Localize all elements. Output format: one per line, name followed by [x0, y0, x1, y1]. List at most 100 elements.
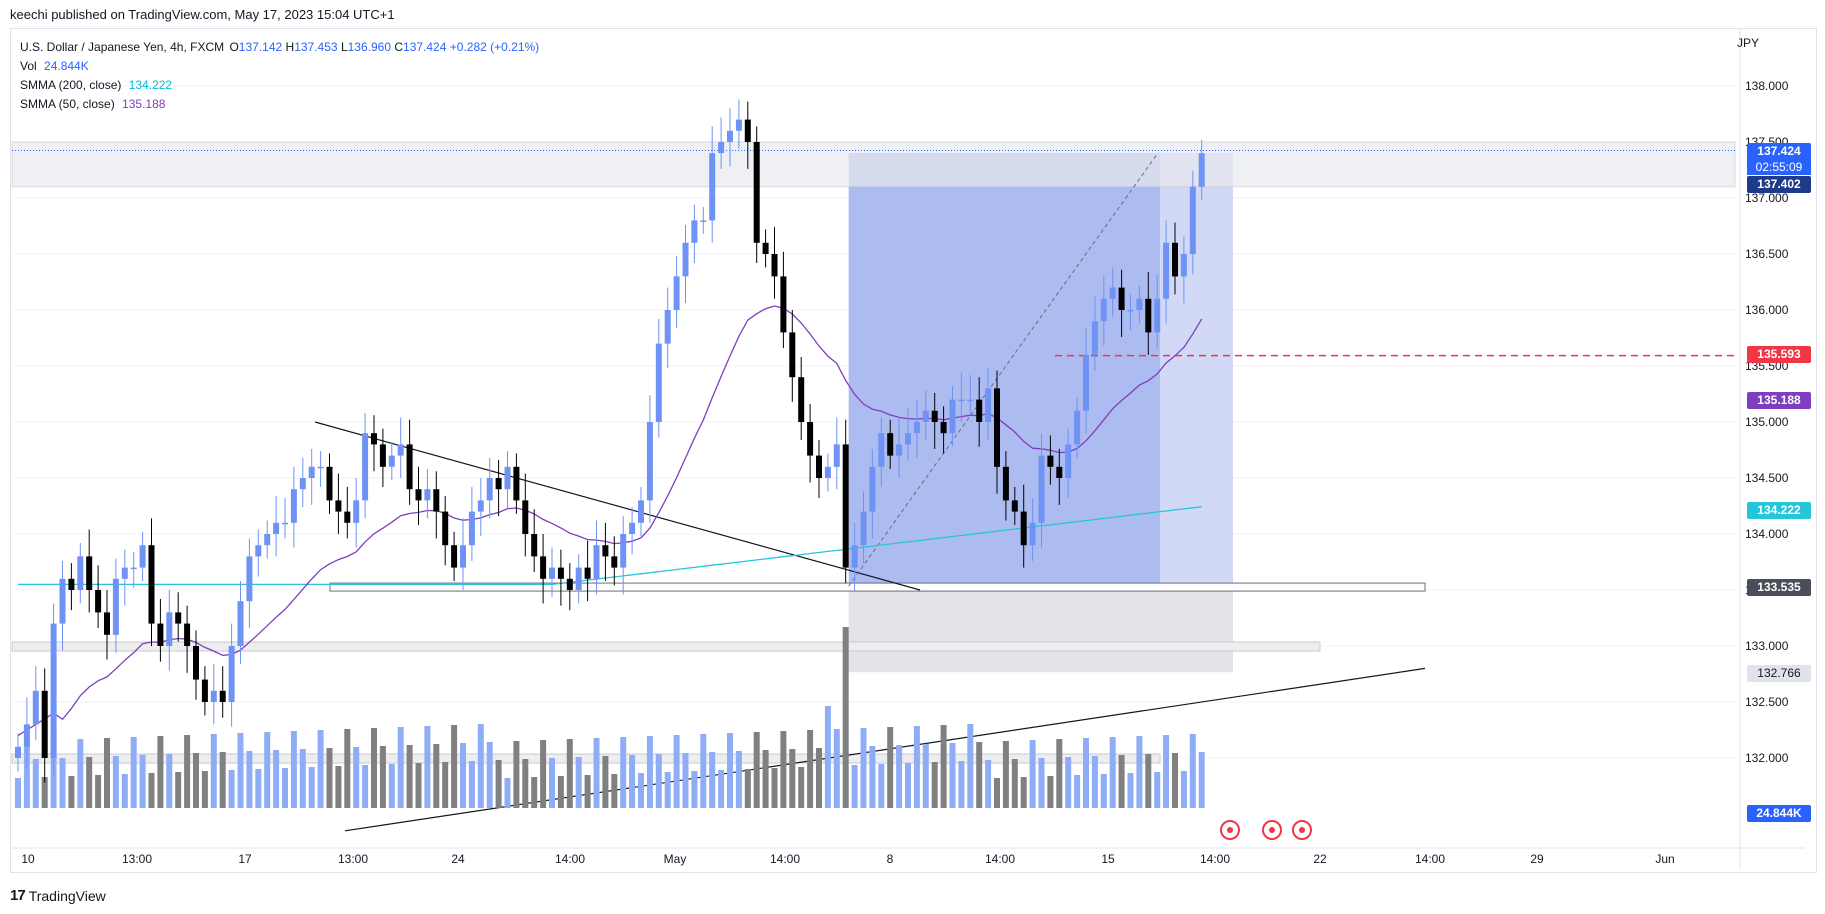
- volume-bar: [1074, 775, 1081, 808]
- candle-body: [362, 433, 369, 501]
- candle-body: [807, 422, 814, 456]
- candle-body: [139, 545, 146, 568]
- candle-body: [1074, 410, 1081, 445]
- volume-bar: [718, 770, 725, 808]
- target-price-tag: 137.402: [1747, 176, 1811, 193]
- candle-body: [1047, 455, 1054, 467]
- volume-bar: [575, 757, 582, 808]
- volume-bar: [1118, 755, 1125, 808]
- candle-body: [1038, 455, 1045, 523]
- candle-body: [246, 556, 253, 602]
- candle-body: [744, 119, 751, 142]
- currency-label: JPY: [1736, 36, 1759, 50]
- legend-smma50-row[interactable]: SMMA (50, close) 135.188: [20, 95, 165, 114]
- volume-bar: [486, 742, 493, 808]
- entry-level-tag: 133.535: [1747, 579, 1811, 596]
- candle-body: [994, 388, 1000, 467]
- candle-body: [59, 578, 66, 624]
- volume-bar: [744, 769, 751, 808]
- volume-bar: [922, 744, 929, 808]
- candle-body: [718, 142, 725, 154]
- lower-support-box: [11, 641, 1321, 652]
- candle-body: [789, 332, 796, 378]
- candle-body: [451, 545, 458, 568]
- candle-body: [121, 567, 128, 579]
- volume-bar: [451, 725, 458, 808]
- candle-body: [824, 466, 831, 478]
- price-tick-label: 138.000: [1745, 79, 1789, 93]
- chart-frame[interactable]: [10, 28, 1817, 873]
- last-price-tag: 137.424: [1747, 143, 1811, 160]
- candle-body: [1127, 310, 1134, 312]
- volume-bar: [887, 727, 894, 808]
- volume-bar: [949, 743, 956, 808]
- target-zone-projection: [1160, 152, 1233, 587]
- candle-body: [540, 556, 547, 579]
- legend-volume-row[interactable]: Vol 24.844K: [20, 57, 89, 76]
- symbol-name: U.S. Dollar / Japanese Yen, 4h, FXCM: [20, 40, 225, 54]
- candle-body: [210, 690, 217, 702]
- candle-body: [299, 478, 306, 490]
- volume-bar: [175, 772, 182, 808]
- candle-body: [166, 612, 173, 646]
- candle-body: [887, 433, 894, 456]
- time-tick-label: 8: [887, 852, 894, 866]
- price-tick-label: 135.000: [1745, 415, 1789, 429]
- candle-body: [175, 612, 182, 624]
- candle-body: [495, 478, 502, 490]
- volume-bar: [1136, 736, 1143, 808]
- candle-body: [184, 623, 191, 646]
- candle-body: [682, 242, 689, 277]
- volume-bar: [228, 770, 235, 808]
- volume-bar: [593, 738, 600, 808]
- volume-bar: [415, 763, 422, 808]
- candle-body: [638, 500, 644, 523]
- projection-diagonal: [848, 152, 1159, 587]
- candle-body: [1091, 321, 1098, 355]
- volume-bar: [468, 761, 475, 808]
- volume-bar: [1047, 776, 1054, 808]
- volume-bar: [896, 745, 903, 808]
- time-tick-label: 10: [21, 852, 35, 866]
- dashed-level-tag: 135.593: [1747, 346, 1811, 363]
- candle-body: [130, 567, 137, 570]
- tradingview-logo[interactable]: 17 TradingView: [10, 887, 106, 904]
- tradingview-logo-icon: 17: [10, 887, 26, 904]
- volume-bar: [869, 746, 876, 808]
- volume-bar: [130, 737, 137, 808]
- candle-body: [700, 220, 707, 222]
- volume-bar: [700, 734, 707, 808]
- candle-body: [851, 545, 858, 568]
- resistance-box: [11, 141, 1736, 188]
- volume-bar: [709, 752, 716, 808]
- volume-bar: [104, 738, 110, 808]
- candle-body: [237, 601, 244, 646]
- volume-bar: [219, 752, 226, 808]
- volume-bar: [477, 724, 484, 808]
- candle-body: [753, 142, 760, 243]
- volume-bar: [557, 776, 564, 808]
- volume-bar: [851, 765, 858, 808]
- volume-bar: [540, 740, 547, 808]
- volume-bar: [976, 742, 983, 808]
- volume-bar: [602, 756, 609, 808]
- candle-body: [50, 623, 57, 758]
- volume-bar: [646, 736, 653, 808]
- candle-body: [905, 433, 911, 445]
- volume-bar: [1065, 757, 1072, 808]
- volume-bar: [184, 735, 191, 808]
- candle-body: [335, 500, 342, 512]
- candle-body: [522, 500, 529, 534]
- smma50-label: SMMA (50, close): [20, 97, 115, 111]
- time-tick-label: May: [664, 852, 687, 866]
- legend-symbol-row[interactable]: U.S. Dollar / Japanese Yen, 4h, FXCM O13…: [20, 38, 539, 57]
- volume-bar: [1127, 773, 1134, 808]
- candle-body: [15, 746, 21, 758]
- volume-bar: [771, 768, 778, 808]
- volume-value: 24.844K: [44, 59, 89, 73]
- candle-body: [424, 489, 431, 501]
- legend-smma200-row[interactable]: SMMA (200, close) 134.222: [20, 76, 172, 95]
- volume-bar: [958, 761, 965, 808]
- volume-bar: [68, 776, 75, 808]
